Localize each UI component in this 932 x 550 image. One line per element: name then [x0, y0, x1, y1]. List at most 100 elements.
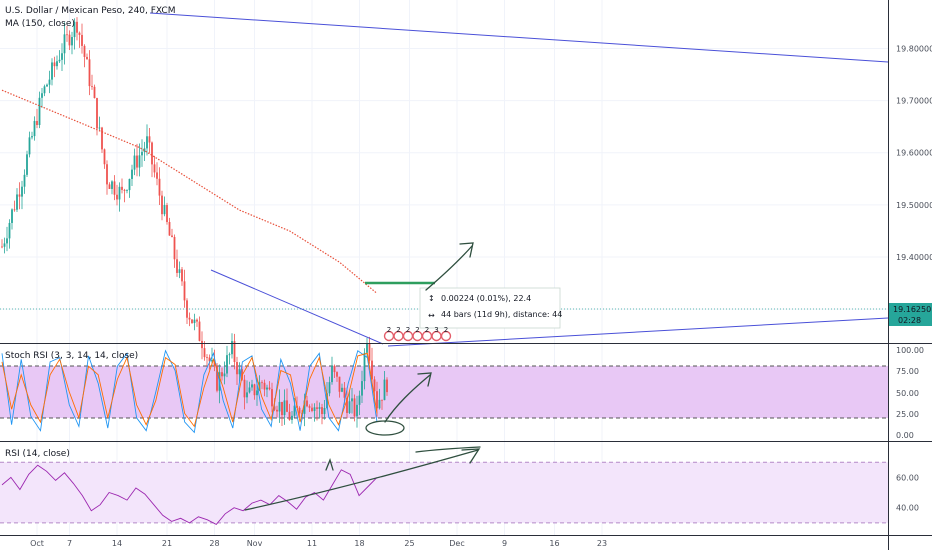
candle-body [346, 397, 348, 413]
hand-arrow-stoch [384, 374, 431, 423]
indicator-bands [0, 365, 888, 524]
candle-body [173, 236, 176, 260]
time-tick-label: Nov [247, 539, 263, 548]
candle-body [133, 155, 136, 170]
candle-body [113, 181, 116, 195]
candle-body [141, 151, 143, 156]
candle-body [23, 174, 26, 187]
candle-body [26, 154, 28, 175]
candle-body [86, 56, 88, 60]
candle-series [1, 17, 388, 428]
candle-body [383, 379, 386, 401]
hand-trend-rsi [244, 449, 479, 511]
candle-body [48, 79, 51, 85]
candle-body [326, 393, 328, 408]
candle-body [216, 365, 218, 391]
candle-body [308, 406, 311, 408]
time-axis: Oct 7 14 21 28 Nov 11 18 25 Dec 9 16 23 [30, 539, 607, 548]
candle-body [233, 341, 236, 363]
candle-body [211, 360, 213, 362]
candle-body [203, 348, 206, 358]
price-tick-label: 19.40000 [896, 253, 932, 262]
candle-body [96, 98, 98, 129]
candle-body [353, 398, 356, 417]
event-marker-label: 2 [444, 326, 448, 334]
candle-body [191, 319, 193, 324]
candle-body [118, 186, 121, 200]
measure-icon: ↔ [428, 311, 435, 320]
candle-body [36, 120, 38, 125]
candle-body [138, 155, 141, 168]
candle-body [98, 127, 101, 129]
ma-indicator-label: MA (150, close) [5, 19, 75, 29]
candle-body [238, 369, 241, 375]
candle-body [38, 97, 41, 125]
candle-body [256, 390, 258, 396]
rsi-tick-label: 60.00 [896, 473, 919, 482]
countdown-badge [889, 315, 932, 326]
candle-body [31, 136, 33, 138]
time-tick-label: 14 [112, 539, 122, 548]
rsi-series [1, 464, 378, 525]
hand-arrow-main-head [459, 242, 474, 258]
chart-title: U.S. Dollar / Mexican Peso, 240, FXCM [5, 6, 176, 16]
time-tick-label: 21 [162, 539, 172, 548]
candle-body [148, 136, 151, 143]
candle-body [78, 32, 81, 35]
candle-body [288, 411, 291, 420]
candle-body [181, 269, 183, 282]
candle-body [83, 45, 86, 57]
plot-background [0, 0, 888, 535]
candle-body [16, 194, 18, 210]
time-tick-label: Dec [449, 539, 464, 548]
candle-body [313, 407, 316, 411]
candle-body [196, 319, 198, 322]
time-tick-label: 23 [597, 539, 607, 548]
candle-body [176, 259, 178, 273]
candle-body [111, 181, 113, 189]
stoch-series [1, 349, 378, 434]
event-marker-label: 2 [387, 326, 391, 334]
ma-150-line [1, 89, 378, 294]
candle-body [231, 341, 233, 355]
stoch-tick-label: 100.00 [896, 346, 924, 355]
candle-body [221, 372, 223, 377]
candle-body [356, 404, 358, 417]
rsi-tick-label: 40.00 [896, 504, 919, 513]
stoch-tick-label: 25.00 [896, 410, 919, 419]
candle-body [246, 392, 248, 398]
hand-line-rsi-upper [415, 446, 481, 453]
candle-body [153, 164, 156, 173]
candle-body [328, 382, 331, 394]
candle-body [88, 59, 91, 87]
candle-body [43, 86, 46, 94]
time-tick-label: 7 [67, 539, 72, 548]
drawings[interactable]: ↕ ↔ 0.00224 (0.01%), 22.4 44 bars (11d 9h),… [0, 12, 889, 511]
candle-body [51, 62, 53, 80]
candle-body [386, 379, 388, 393]
measure-box [419, 287, 561, 329]
candle-body [318, 407, 321, 409]
candle-body [261, 382, 263, 384]
candle-body [116, 194, 118, 200]
candle-body [131, 169, 133, 179]
candle-body [198, 321, 201, 341]
candle-body [243, 379, 246, 398]
candle-body [241, 369, 243, 380]
trendline-falling [210, 269, 384, 345]
candle-body [336, 372, 338, 377]
candle-body [66, 34, 68, 36]
candle-body [368, 343, 371, 361]
candle-body [251, 384, 253, 388]
candle-body [351, 398, 353, 402]
candle-body [18, 194, 21, 197]
candle-body [371, 360, 373, 380]
candle-body [136, 155, 138, 168]
candle-body [168, 221, 171, 236]
candle-body [263, 382, 266, 390]
candle-body [363, 352, 366, 382]
ma-series [1, 89, 378, 294]
candle-body [193, 319, 196, 324]
candle-body [266, 387, 268, 390]
